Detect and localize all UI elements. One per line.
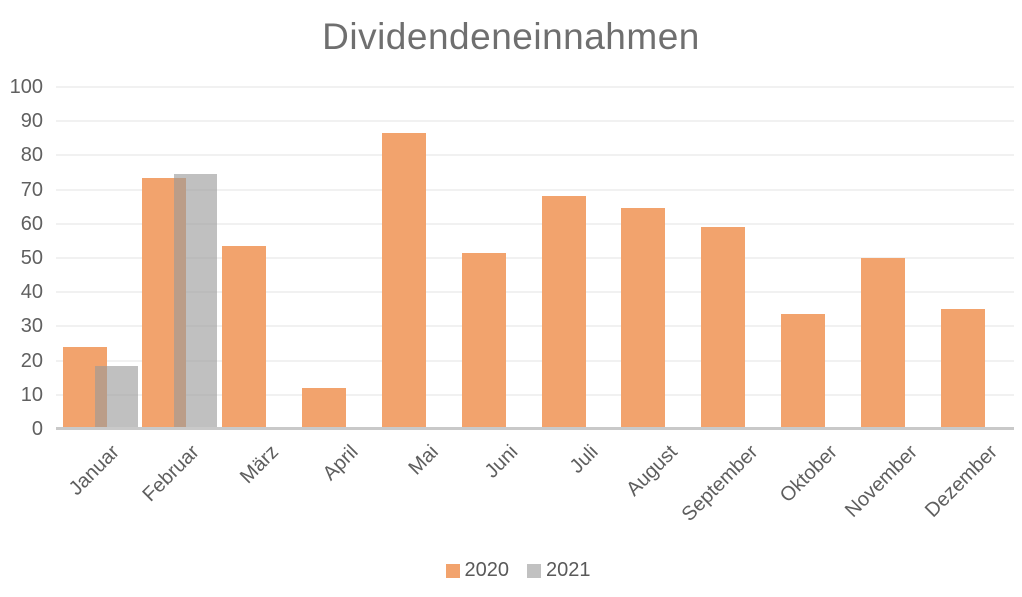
chart-title: Dividendeneinnahmen — [322, 16, 700, 57]
x-axis-label-februar: Februar — [138, 441, 204, 507]
x-axis-label-märz: März — [236, 441, 284, 488]
x-axis-label-september: September — [677, 441, 763, 526]
bar-2020-juni — [461, 252, 506, 429]
gridline-50 — [56, 257, 1014, 259]
x-axis-label-mai: Mai — [404, 441, 443, 480]
bar-2020-juli — [541, 196, 586, 429]
x-axis-label-juli: Juli — [565, 441, 603, 478]
x-axis-label-juni: Juni — [481, 441, 523, 483]
x-axis-label-november: November — [841, 441, 922, 522]
legend-label-2020: 2020 — [464, 559, 510, 581]
legend-swatch-2021 — [527, 563, 541, 578]
x-axis-label-dezember: Dezember — [920, 441, 1002, 522]
gridline-30 — [56, 325, 1014, 328]
y-tick-label-0: 0 — [31, 418, 43, 440]
y-tick-label-60: 60 — [20, 212, 43, 235]
legend-swatch-2020 — [445, 563, 460, 578]
bar-2020-oktober — [781, 314, 825, 429]
y-tick-label-50: 50 — [20, 247, 43, 269]
gridline-20 — [56, 359, 1014, 362]
bar-2020-november — [860, 258, 905, 429]
gridline-80 — [56, 154, 1014, 157]
x-axis-label-august: August — [622, 441, 683, 501]
bar-2020-mai — [381, 133, 426, 429]
bar-2020-märz — [222, 246, 267, 429]
x-axis-label-april: April — [319, 441, 363, 485]
bar-2021-januar — [94, 365, 138, 429]
y-tick-label-30: 30 — [20, 315, 43, 338]
x-axis-label-oktober: Oktober — [776, 441, 842, 507]
bar-2020-dezember — [940, 309, 985, 429]
bar-2020-april — [302, 387, 346, 429]
y-tick-label-40: 40 — [20, 281, 43, 304]
y-tick-label-80: 80 — [20, 144, 43, 167]
legend-item-2021: 2021 — [527, 559, 591, 582]
legend: 2020 2021 — [7, 559, 1022, 582]
legend-label-2021: 2021 — [546, 559, 591, 581]
y-tick-label-90: 90 — [20, 110, 43, 133]
gridline-70 — [56, 188, 1014, 191]
y-tick-label-20: 20 — [20, 349, 43, 372]
gridline-90 — [56, 120, 1014, 123]
gridline-60 — [56, 222, 1014, 225]
bar-2020-august — [621, 208, 666, 429]
bar-2021-februar — [174, 174, 218, 429]
x-axis-line — [56, 427, 1014, 430]
legend-item-2020: 2020 — [445, 559, 510, 582]
bar-2020-september — [701, 227, 746, 429]
x-axis-label-januar: Januar — [64, 441, 124, 500]
y-tick-label-70: 70 — [20, 178, 43, 201]
y-tick-label-100: 100 — [9, 76, 43, 98]
gridline-10 — [56, 393, 1014, 396]
gridline-100 — [56, 86, 1014, 88]
y-tick-label-10: 10 — [20, 383, 43, 406]
gridline-40 — [56, 291, 1014, 294]
